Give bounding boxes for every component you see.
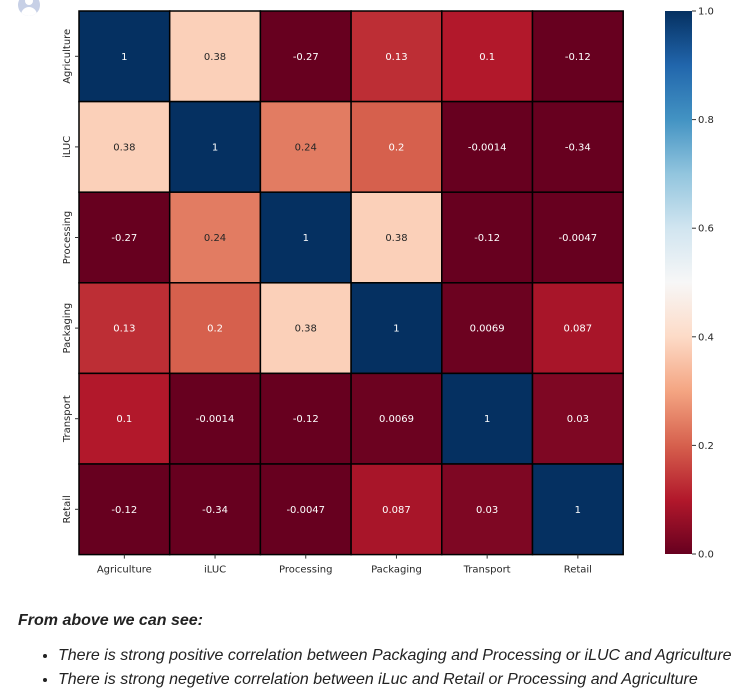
cell-value-label: -0.12 xyxy=(474,233,500,244)
cell-value-label: 1 xyxy=(303,233,309,244)
heatmap-cell xyxy=(259,191,352,284)
cell-value-label: 1 xyxy=(484,414,490,425)
heatmap-cell xyxy=(441,282,534,375)
x-tick-label: Transport xyxy=(463,565,511,576)
y-tick-label: Retail xyxy=(62,495,73,523)
heatmap-cell xyxy=(350,463,443,556)
heatmap-cell xyxy=(531,191,624,284)
cell-value-label: -0.0047 xyxy=(286,505,325,516)
cell-value-label: 0.03 xyxy=(476,505,498,516)
cell-value-label: -0.34 xyxy=(202,505,228,516)
heatmap-cell xyxy=(168,100,262,193)
heatmap-cell xyxy=(259,10,352,103)
cell-value-label: 0.13 xyxy=(113,324,135,335)
heatmap-cell xyxy=(531,282,624,375)
heatmap-cell xyxy=(441,463,534,556)
heatmap-cell xyxy=(259,282,352,375)
cell-value-label: 0.0069 xyxy=(379,414,414,425)
cell-value-label: 0.24 xyxy=(295,142,317,153)
cell-value-label: -0.12 xyxy=(293,414,319,425)
heatmap-cell xyxy=(350,10,443,103)
cell-value-label: -0.12 xyxy=(111,505,137,516)
heatmap-cell xyxy=(78,463,171,556)
x-tick-label: Agriculture xyxy=(97,565,152,576)
colorbar-tick-label: 0.4 xyxy=(698,332,714,343)
avatar-head xyxy=(25,0,33,5)
cell-value-label: 0.38 xyxy=(385,233,407,244)
cell-value-label: 0.087 xyxy=(564,324,593,335)
x-tick-label: Packaging xyxy=(371,565,422,576)
heatmap-cell xyxy=(350,191,443,284)
note-bullet-positive: There is strong positive correlation bet… xyxy=(58,644,738,668)
cell-value-label: -0.12 xyxy=(565,52,591,63)
cell-value-label: 0.2 xyxy=(388,142,404,153)
cell-value-label: 0.24 xyxy=(204,233,226,244)
cell-value-label: 1 xyxy=(393,324,399,335)
heatmap-cell xyxy=(168,372,262,465)
user-avatar-icon[interactable] xyxy=(18,0,40,16)
cell-value-label: 0.1 xyxy=(116,414,132,425)
heatmap-cell xyxy=(441,100,534,193)
cell-value-label: 1 xyxy=(575,505,581,516)
cell-value-label: -0.0014 xyxy=(196,414,235,425)
heatmap-cell xyxy=(259,100,352,193)
colorbar-tick-label: 0.6 xyxy=(698,224,714,235)
x-tick-label: Processing xyxy=(279,565,332,576)
cell-value-label: -0.27 xyxy=(293,52,319,63)
cell-value-label: -0.34 xyxy=(565,142,591,153)
heatmap-cell xyxy=(441,372,534,465)
colorbar-tick-label: 1.0 xyxy=(698,7,714,18)
cell-value-label: 0.38 xyxy=(113,142,135,153)
y-tick-label: Transport xyxy=(62,395,73,443)
correlation-heatmap: 1 0.38 -0.27 0.13 0.1 -0.12 0.38 1 0.24 0.2 -0.001… xyxy=(62,7,714,576)
colorbar xyxy=(665,11,692,554)
note-bullet-negative: There is strong negetive correlation bet… xyxy=(58,668,738,692)
x-tick-label: iLUC xyxy=(204,565,226,576)
heatmap-cell xyxy=(78,100,171,193)
cell-value-label: 0.38 xyxy=(204,52,226,63)
heatmap-cell xyxy=(531,100,624,193)
heatmap-cell xyxy=(78,191,171,284)
x-tick-label: Retail xyxy=(564,565,592,576)
heatmap-cell xyxy=(531,372,624,465)
note-heading: From above we can see: xyxy=(18,612,203,629)
cell-value-label: 1 xyxy=(121,52,127,63)
colorbar-tick-label: 0.0 xyxy=(698,550,714,561)
y-tick-label: Agriculture xyxy=(62,29,73,84)
cell-value-label: 0.0069 xyxy=(470,324,505,335)
heatmap-cell xyxy=(531,10,624,103)
cell-value-label: 0.2 xyxy=(207,324,223,335)
y-tick-label: Processing xyxy=(62,211,73,264)
cell-value-label: -0.27 xyxy=(111,233,137,244)
note-bullet-list: There is strong positive correlation bet… xyxy=(18,644,738,692)
cell-value-label: 0.38 xyxy=(295,324,317,335)
cell-value-label: 0.13 xyxy=(385,52,407,63)
cell-value-label: -0.0014 xyxy=(468,142,507,153)
heatmap-cell xyxy=(168,282,262,375)
colorbar-tick-label: 0.8 xyxy=(698,115,714,126)
cell-value-label: -0.0047 xyxy=(559,233,598,244)
heatmap-cell xyxy=(168,191,262,284)
y-tick-label: Packaging xyxy=(62,303,73,354)
avatar-shoulders xyxy=(21,7,37,16)
cell-value-label: 0.1 xyxy=(479,52,495,63)
analysis-note: From above we can see: There is strong p… xyxy=(18,612,738,692)
y-tick-label: iLUC xyxy=(62,136,73,158)
colorbar-tick-label: 0.2 xyxy=(698,441,714,452)
cell-value-label: 0.03 xyxy=(567,414,589,425)
heatmap-cell xyxy=(441,191,534,284)
heatmap-cell xyxy=(350,282,443,375)
cell-value-label: 0.087 xyxy=(382,505,411,516)
cell-value-label: 1 xyxy=(212,142,218,153)
